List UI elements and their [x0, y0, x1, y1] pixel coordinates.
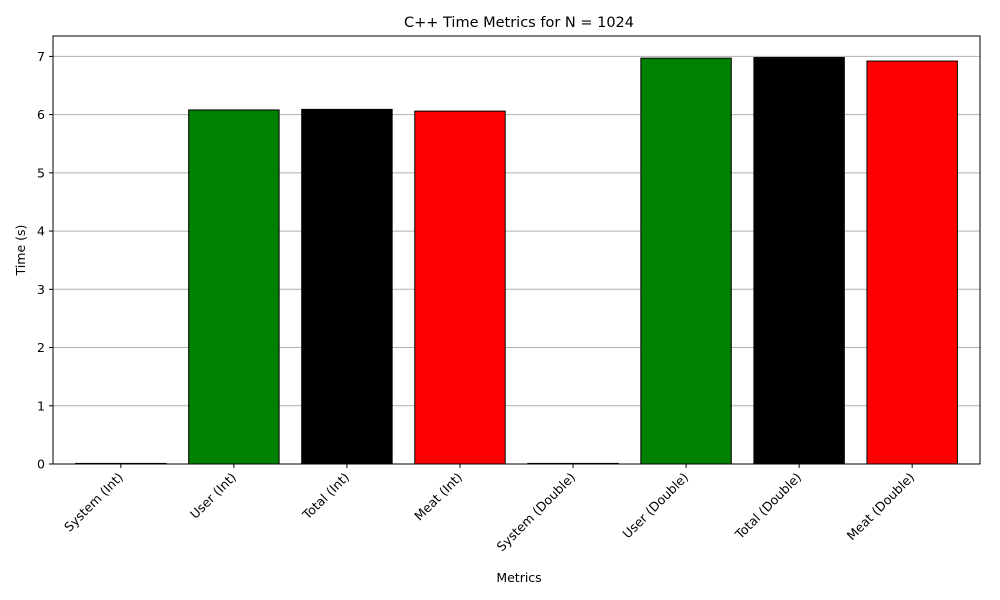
bar-meat-double [866, 60, 958, 465]
bar-meat-int [414, 110, 506, 465]
plot-frame [52, 35, 981, 465]
y-tick-label: 7 [37, 49, 45, 64]
axes [52, 35, 981, 465]
x-tick-label: User (Int) [187, 470, 239, 522]
y-ticks: 0 1 2 3 4 5 6 7 [37, 49, 53, 472]
bar-user-int [188, 109, 280, 465]
y-axis-label: Time (s) [13, 225, 28, 277]
bar-total-int [301, 108, 393, 465]
chart-title: C++ Time Metrics for N = 1024 [404, 15, 634, 31]
x-tick-label: System (Int) [61, 470, 126, 535]
bar-total-double [753, 57, 845, 465]
x-ticks: System (Int) User (Int) Total (Int) Meat (I… [61, 464, 917, 554]
bars [75, 57, 958, 465]
y-tick-label: 0 [37, 457, 45, 472]
x-tick-label: Meat (Int) [411, 470, 465, 524]
y-tick-label: 4 [37, 224, 45, 239]
x-tick-label: Meat (Double) [844, 470, 918, 544]
x-tick-label: Total (Int) [299, 470, 352, 523]
bar-user-double [640, 57, 732, 465]
y-tick-label: 3 [37, 282, 45, 297]
y-tick-label: 1 [37, 398, 45, 413]
y-tick-label: 2 [37, 340, 45, 355]
y-tick-label: 6 [37, 107, 45, 122]
x-tick-label: System (Double) [494, 470, 579, 555]
x-tick-label: Total (Double) [731, 470, 804, 543]
y-tick-label: 5 [37, 165, 45, 180]
x-axis-label: Metrics [496, 570, 541, 585]
x-tick-label: User (Double) [619, 470, 691, 542]
